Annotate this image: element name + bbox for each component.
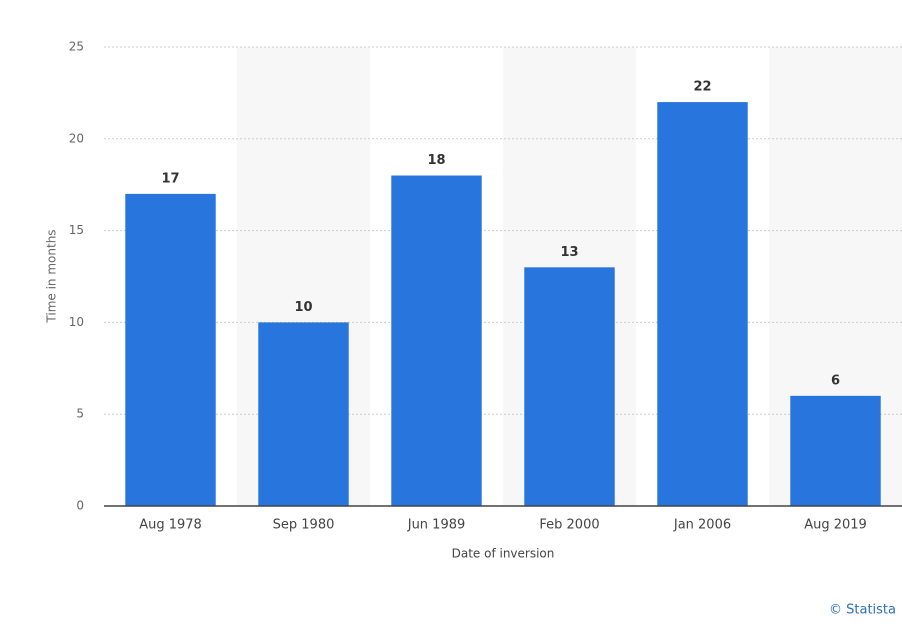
value-label: 22 (693, 80, 711, 95)
y-tick-label: 15 (69, 223, 84, 237)
x-axis-label: Date of inversion (452, 547, 555, 561)
y-tick-label: 5 (76, 407, 84, 421)
x-tick-label: Aug 2019 (804, 518, 867, 533)
value-label: 13 (560, 245, 578, 260)
x-tick-label: Jan 2006 (673, 518, 731, 533)
credit: © Statista (829, 603, 896, 618)
x-tick-label: Feb 2000 (539, 518, 599, 533)
bar (657, 102, 748, 506)
bar (790, 395, 881, 506)
y-tick-label: 20 (69, 131, 84, 145)
y-axis-label: Time in months (45, 229, 59, 323)
x-tick-label: Jun 1989 (407, 518, 466, 533)
x-tick-label: Aug 1978 (139, 518, 202, 533)
value-label: 17 (161, 171, 179, 186)
value-label: 10 (294, 300, 312, 315)
x-tick-label: Sep 1980 (273, 518, 335, 533)
y-tick-label: 10 (69, 315, 84, 329)
bar (391, 175, 482, 506)
y-tick-label: 25 (69, 40, 84, 54)
bar (524, 267, 615, 506)
bar (258, 322, 349, 506)
bar (125, 193, 216, 506)
value-label: 6 (831, 373, 840, 388)
y-tick-label: 0 (76, 499, 84, 513)
value-label: 18 (427, 153, 445, 168)
